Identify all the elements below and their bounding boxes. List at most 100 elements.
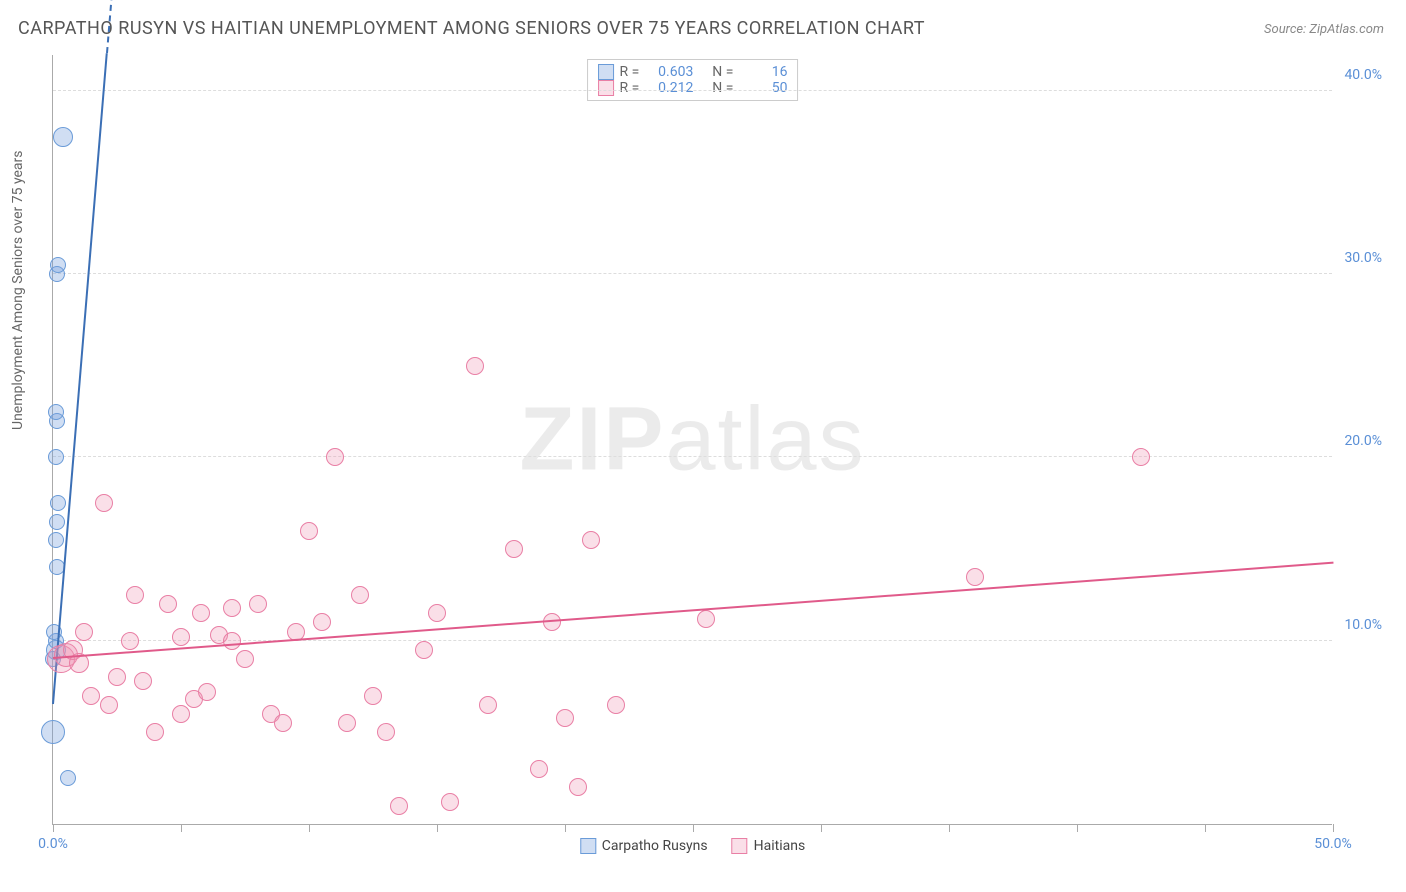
data-point [60, 770, 76, 786]
data-point [697, 610, 715, 628]
y-tick-label: 20.0% [1344, 433, 1382, 449]
x-tick [1077, 824, 1078, 832]
x-tick [693, 824, 694, 832]
data-point [364, 687, 382, 705]
data-point [441, 793, 459, 811]
r-value-1: 0.212 [645, 80, 693, 96]
x-tick [949, 824, 950, 832]
data-point [198, 683, 216, 701]
x-tick [181, 824, 182, 832]
data-point [966, 568, 984, 586]
legend-row-series-1: R = 0.212 N = 50 [598, 80, 788, 96]
data-point [100, 696, 118, 714]
data-point [50, 495, 66, 511]
correlation-legend: R = 0.603 N = 16 R = 0.212 N = 50 [587, 59, 799, 101]
data-point [479, 696, 497, 714]
data-point [274, 714, 292, 732]
data-point [313, 613, 331, 631]
data-point [126, 586, 144, 604]
n-value-1: 50 [739, 80, 787, 96]
legend-swatch-1 [732, 838, 748, 854]
legend-label-0: Carpatho Rusyns [602, 838, 708, 854]
data-point [300, 522, 318, 540]
n-label: N = [712, 80, 733, 96]
data-point [530, 760, 548, 778]
legend-item-0: Carpatho Rusyns [580, 838, 708, 854]
data-point [236, 650, 254, 668]
data-point [82, 687, 100, 705]
data-point [466, 357, 484, 375]
legend-label-1: Haitians [754, 838, 806, 854]
data-point [108, 668, 126, 686]
swatch-series-1 [598, 80, 614, 96]
x-tick-label: 0.0% [38, 836, 68, 852]
data-point [351, 586, 369, 604]
data-point [48, 449, 64, 465]
series-legend: Carpatho Rusyns Haitians [580, 838, 805, 854]
data-point [95, 494, 113, 512]
data-point [223, 632, 241, 650]
y-tick-label: 10.0% [1344, 617, 1382, 633]
data-point [192, 604, 210, 622]
r-label: R = [620, 80, 640, 96]
x-tick [1333, 824, 1334, 832]
data-point [53, 127, 73, 147]
watermark-light: atlas [665, 389, 865, 489]
data-point [543, 613, 561, 631]
trend-line [52, 53, 108, 704]
data-point [121, 632, 139, 650]
trend-line [53, 562, 1333, 659]
data-point [159, 595, 177, 613]
watermark-text: ZIPatlas [519, 388, 865, 491]
data-point [75, 623, 93, 641]
x-tick [309, 824, 310, 832]
data-point [505, 540, 523, 558]
data-point [428, 604, 446, 622]
data-point [48, 532, 64, 548]
r-label: R = [620, 64, 640, 80]
data-point [338, 714, 356, 732]
data-point [556, 709, 574, 727]
n-value-0: 16 [739, 64, 787, 80]
legend-swatch-0 [580, 838, 596, 854]
data-point [48, 404, 64, 420]
legend-item-1: Haitians [732, 838, 806, 854]
legend-row-series-0: R = 0.603 N = 16 [598, 64, 788, 80]
r-value-0: 0.603 [645, 64, 693, 80]
data-point [415, 641, 433, 659]
data-point [134, 672, 152, 690]
y-tick-label: 40.0% [1344, 67, 1382, 83]
x-tick-label: 50.0% [1314, 836, 1352, 852]
y-tick-label: 30.0% [1344, 250, 1382, 266]
data-point [172, 705, 190, 723]
data-point [50, 257, 66, 273]
y-axis-label: Unemployment Among Seniors over 75 years [10, 151, 26, 431]
data-point [607, 696, 625, 714]
data-point [49, 514, 65, 530]
data-point [1132, 448, 1150, 466]
data-point [377, 723, 395, 741]
watermark-bold: ZIP [519, 389, 665, 489]
data-point [146, 723, 164, 741]
x-tick [1205, 824, 1206, 832]
data-point [172, 628, 190, 646]
x-tick [565, 824, 566, 832]
x-tick [53, 824, 54, 832]
data-point [326, 448, 344, 466]
gridline [53, 273, 1332, 274]
data-point [249, 595, 267, 613]
source-attribution: Source: ZipAtlas.com [1264, 22, 1384, 37]
x-tick [821, 824, 822, 832]
data-point [582, 531, 600, 549]
data-point [223, 599, 241, 617]
gridline [53, 640, 1332, 641]
swatch-series-0 [598, 64, 614, 80]
data-point [569, 778, 587, 796]
scatter-plot-area: ZIPatlas R = 0.603 N = 16 R = 0.212 N = … [52, 55, 1332, 825]
n-label: N = [712, 64, 733, 80]
x-tick [437, 824, 438, 832]
chart-title: CARPATHO RUSYN VS HAITIAN UNEMPLOYMENT A… [18, 18, 925, 39]
data-point [390, 797, 408, 815]
gridline [53, 90, 1332, 91]
data-point [41, 720, 65, 744]
